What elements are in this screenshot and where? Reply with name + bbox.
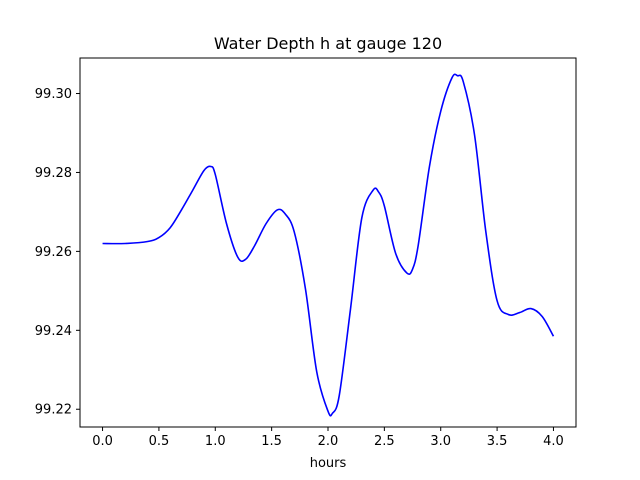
y-tick-label: 99.26 — [35, 245, 72, 260]
plot-frame — [79, 57, 577, 428]
plot-area — [102, 73, 555, 417]
x-tick-label: 3.5 — [487, 434, 508, 449]
x-tick-label: 4.0 — [543, 434, 564, 449]
x-tick-label: 3.0 — [430, 434, 451, 449]
series-line — [102, 73, 555, 417]
axes: 0.0 0.5 1.0 1.5 2.0 2.5 3.0 3.5 4.0 99.22 99.24 99.… — [35, 57, 577, 449]
y-tick-label: 99.22 — [35, 403, 72, 418]
x-tick-label: 2.5 — [374, 434, 395, 449]
x-axis-label: hours — [310, 456, 347, 471]
x-tick-label: 2.0 — [318, 434, 339, 449]
x-tick-label: 0.0 — [92, 434, 113, 449]
y-tick-label: 99.24 — [35, 324, 72, 339]
y-tick-label: 99.28 — [35, 166, 72, 181]
x-tick-label: 1.0 — [205, 434, 226, 449]
x-tick-label: 0.5 — [149, 434, 170, 449]
chart-title: Water Depth h at gauge 120 — [214, 34, 442, 53]
y-tick-label: 99.30 — [35, 87, 72, 102]
x-tick-label: 1.5 — [261, 434, 282, 449]
